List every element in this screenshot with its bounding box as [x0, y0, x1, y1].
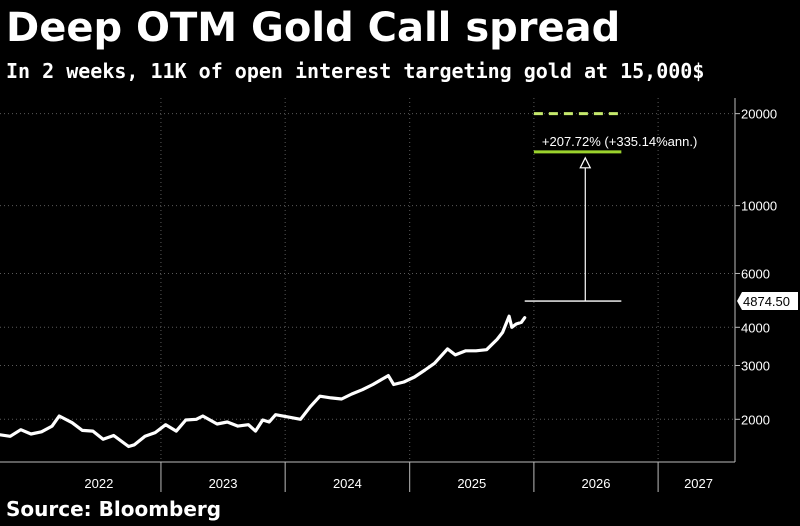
chart-subtitle: In 2 weeks, 11K of open interest targeti…	[6, 59, 705, 83]
annotations: 4874.50 +207.72% (+335.14%ann.)	[524, 112, 798, 311]
x-tick-label: 2027	[684, 476, 713, 491]
last-price-label: 4874.50	[743, 294, 790, 309]
gain-arrow-head	[579, 156, 592, 169]
x-tick-label: 2022	[84, 476, 113, 491]
x-tick-label: 2025	[457, 476, 486, 491]
series-layer	[0, 314, 527, 449]
target-gain-label: +207.72% (+335.14%ann.)	[542, 134, 697, 149]
y-tick-label: 3000	[741, 358, 770, 373]
x-tick-label: 2026	[582, 476, 611, 491]
y-tick-label: 2000	[741, 412, 770, 427]
y-tick-label: 6000	[741, 266, 770, 281]
x-tick-label: 2023	[209, 476, 238, 491]
axes: 2000 3000 4000 6000 10000 20000 2022 2023 2024 20…	[0, 98, 777, 492]
chart-title: Deep OTM Gold Call spread	[6, 5, 621, 51]
y-tick-label: 20000	[741, 107, 777, 122]
y-tick-label: 4000	[741, 320, 770, 335]
grid-lines	[0, 98, 735, 462]
y-tick-label: 10000	[741, 199, 777, 214]
source-note: Source: Bloomberg	[6, 497, 222, 521]
gold-price-line	[0, 314, 527, 449]
last-price-tag	[737, 292, 798, 311]
x-tick-label: 2024	[333, 476, 362, 491]
